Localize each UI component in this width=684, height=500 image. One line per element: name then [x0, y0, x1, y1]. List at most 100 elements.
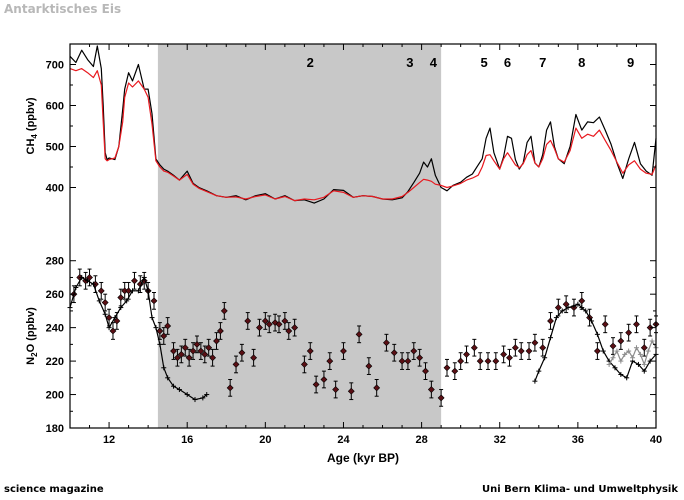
x-tick-label: 20: [259, 434, 271, 446]
n2o-data-point: [390, 349, 398, 357]
n2o-data-point: [451, 367, 459, 375]
n2o-data-point: [232, 361, 240, 368]
ch4-y-tick-label: 500: [46, 142, 64, 154]
n2o-data-point: [437, 394, 445, 402]
ch4-series-line-1: [69, 68, 657, 202]
event-label: 5: [480, 55, 487, 70]
n2o-data-point: [220, 307, 228, 315]
n2o-data-point: [125, 287, 133, 295]
n2o-data-point: [117, 294, 125, 301]
n2o-data-point: [181, 344, 189, 352]
ch4-axis-label: CH4 (ppbv): [25, 97, 39, 154]
x-tick-label: 36: [572, 434, 584, 446]
n2o-data-point: [197, 347, 205, 355]
n2o-data-point: [601, 320, 609, 328]
x-tick-label: 16: [181, 434, 193, 446]
n2o-data-point: [156, 327, 164, 335]
n2o-data-point: [547, 317, 554, 325]
n2o-data-point: [226, 384, 234, 392]
n2o-data-point: [609, 342, 617, 350]
ch4-label-sub: 4: [30, 134, 39, 139]
ch4-panel: [69, 45, 657, 204]
n2o-data-point: [500, 350, 508, 358]
n2o-data-point: [578, 297, 586, 305]
n2o-data-point: [633, 320, 640, 328]
n2o-data-point: [256, 324, 263, 332]
x-tick-label: 12: [103, 434, 115, 446]
ch4-y-tick-label: 600: [46, 101, 64, 113]
n2o-data-point: [189, 347, 197, 355]
n2o-axis-label: N2O (ppbv): [25, 307, 39, 365]
n2o-data-point: [416, 354, 424, 362]
n2o-data-point: [238, 349, 246, 357]
footer-right: Uni Bern Klima- und Umweltphysik: [482, 484, 678, 495]
x-tick-label: 28: [415, 434, 427, 446]
event-labels: 2 3 4 5 6 7 8 9: [307, 55, 635, 70]
n2o-data-point: [285, 327, 293, 335]
x-tick-label: 24: [337, 434, 350, 446]
n2o-data-point: [244, 317, 252, 325]
n2o-data-point: [105, 314, 113, 322]
n2o-data-point: [506, 354, 513, 362]
n2o-data-point: [484, 357, 492, 365]
n2o-data-point: [365, 362, 373, 370]
corner-title: Antarktisches Eis: [4, 2, 122, 16]
n2o-data-point: [170, 347, 177, 355]
n2o-data-point: [531, 339, 539, 347]
footer-left: science magazine: [4, 484, 104, 495]
n2o-data-point: [216, 327, 224, 335]
n2o-data-point: [617, 337, 625, 345]
event-label: 7: [539, 55, 546, 70]
event-label: 2: [307, 55, 314, 70]
n2o-data-point: [476, 357, 484, 365]
n2o-data-point: [539, 344, 547, 352]
ch4-y-tick-label: 400: [46, 183, 64, 195]
n2o-data-point: [332, 386, 340, 393]
n2o-data-point: [97, 287, 105, 295]
event-label: 9: [627, 55, 634, 70]
ch4-label-main: CH: [25, 139, 37, 155]
n2o-data-point: [291, 324, 299, 332]
n2o-data-point: [261, 317, 269, 325]
n2o-data-point: [470, 344, 478, 352]
n2o-panel: [67, 268, 660, 407]
n2o-data-point: [517, 347, 525, 355]
n2o-data-point: [281, 317, 289, 325]
event-label: 8: [578, 55, 585, 70]
n2o-y-tick-label: 260: [46, 289, 64, 301]
n2o-data-point: [492, 357, 500, 365]
n2o-data-point: [205, 344, 213, 352]
n2o-data-point: [185, 354, 193, 362]
n2o-data-point: [174, 354, 181, 362]
ch4-y-tick-label: 700: [46, 60, 64, 72]
n2o-data-point: [164, 322, 172, 330]
n2o-data-point: [201, 350, 209, 358]
n2o-data-point: [443, 364, 451, 372]
n2o-data-point: [347, 387, 355, 395]
n2o-data-point: [463, 350, 470, 358]
n2o-data-point: [177, 350, 185, 358]
n2o-data-point: [457, 357, 465, 365]
n2o-data-point: [404, 357, 412, 365]
n2o-y-tick-label: 240: [46, 323, 64, 335]
n2o-y-tick-label: 220: [46, 356, 64, 368]
n2o-y-tick-label: 280: [46, 256, 64, 268]
n2o-label-sub: 2: [30, 352, 39, 357]
n2o-data-point: [422, 367, 429, 375]
event-label: 6: [504, 55, 511, 70]
n2o-label-rest: O (ppbv): [25, 307, 37, 353]
n2o-data-point: [312, 381, 320, 388]
n2o-data-point: [306, 347, 314, 355]
n2o-data-point: [340, 347, 347, 355]
n2o-data-point: [326, 357, 334, 365]
n2o-data-point: [275, 320, 283, 328]
n2o-data-point: [398, 357, 406, 365]
n2o-data-point: [383, 339, 390, 347]
n2o-data-point: [593, 347, 601, 355]
n2o-series-line-1: [69, 276, 208, 401]
n2o-data-point: [525, 347, 533, 355]
n2o-data-point: [213, 337, 220, 345]
n2o-data-point: [410, 347, 418, 355]
n2o-data-point: [625, 329, 633, 337]
